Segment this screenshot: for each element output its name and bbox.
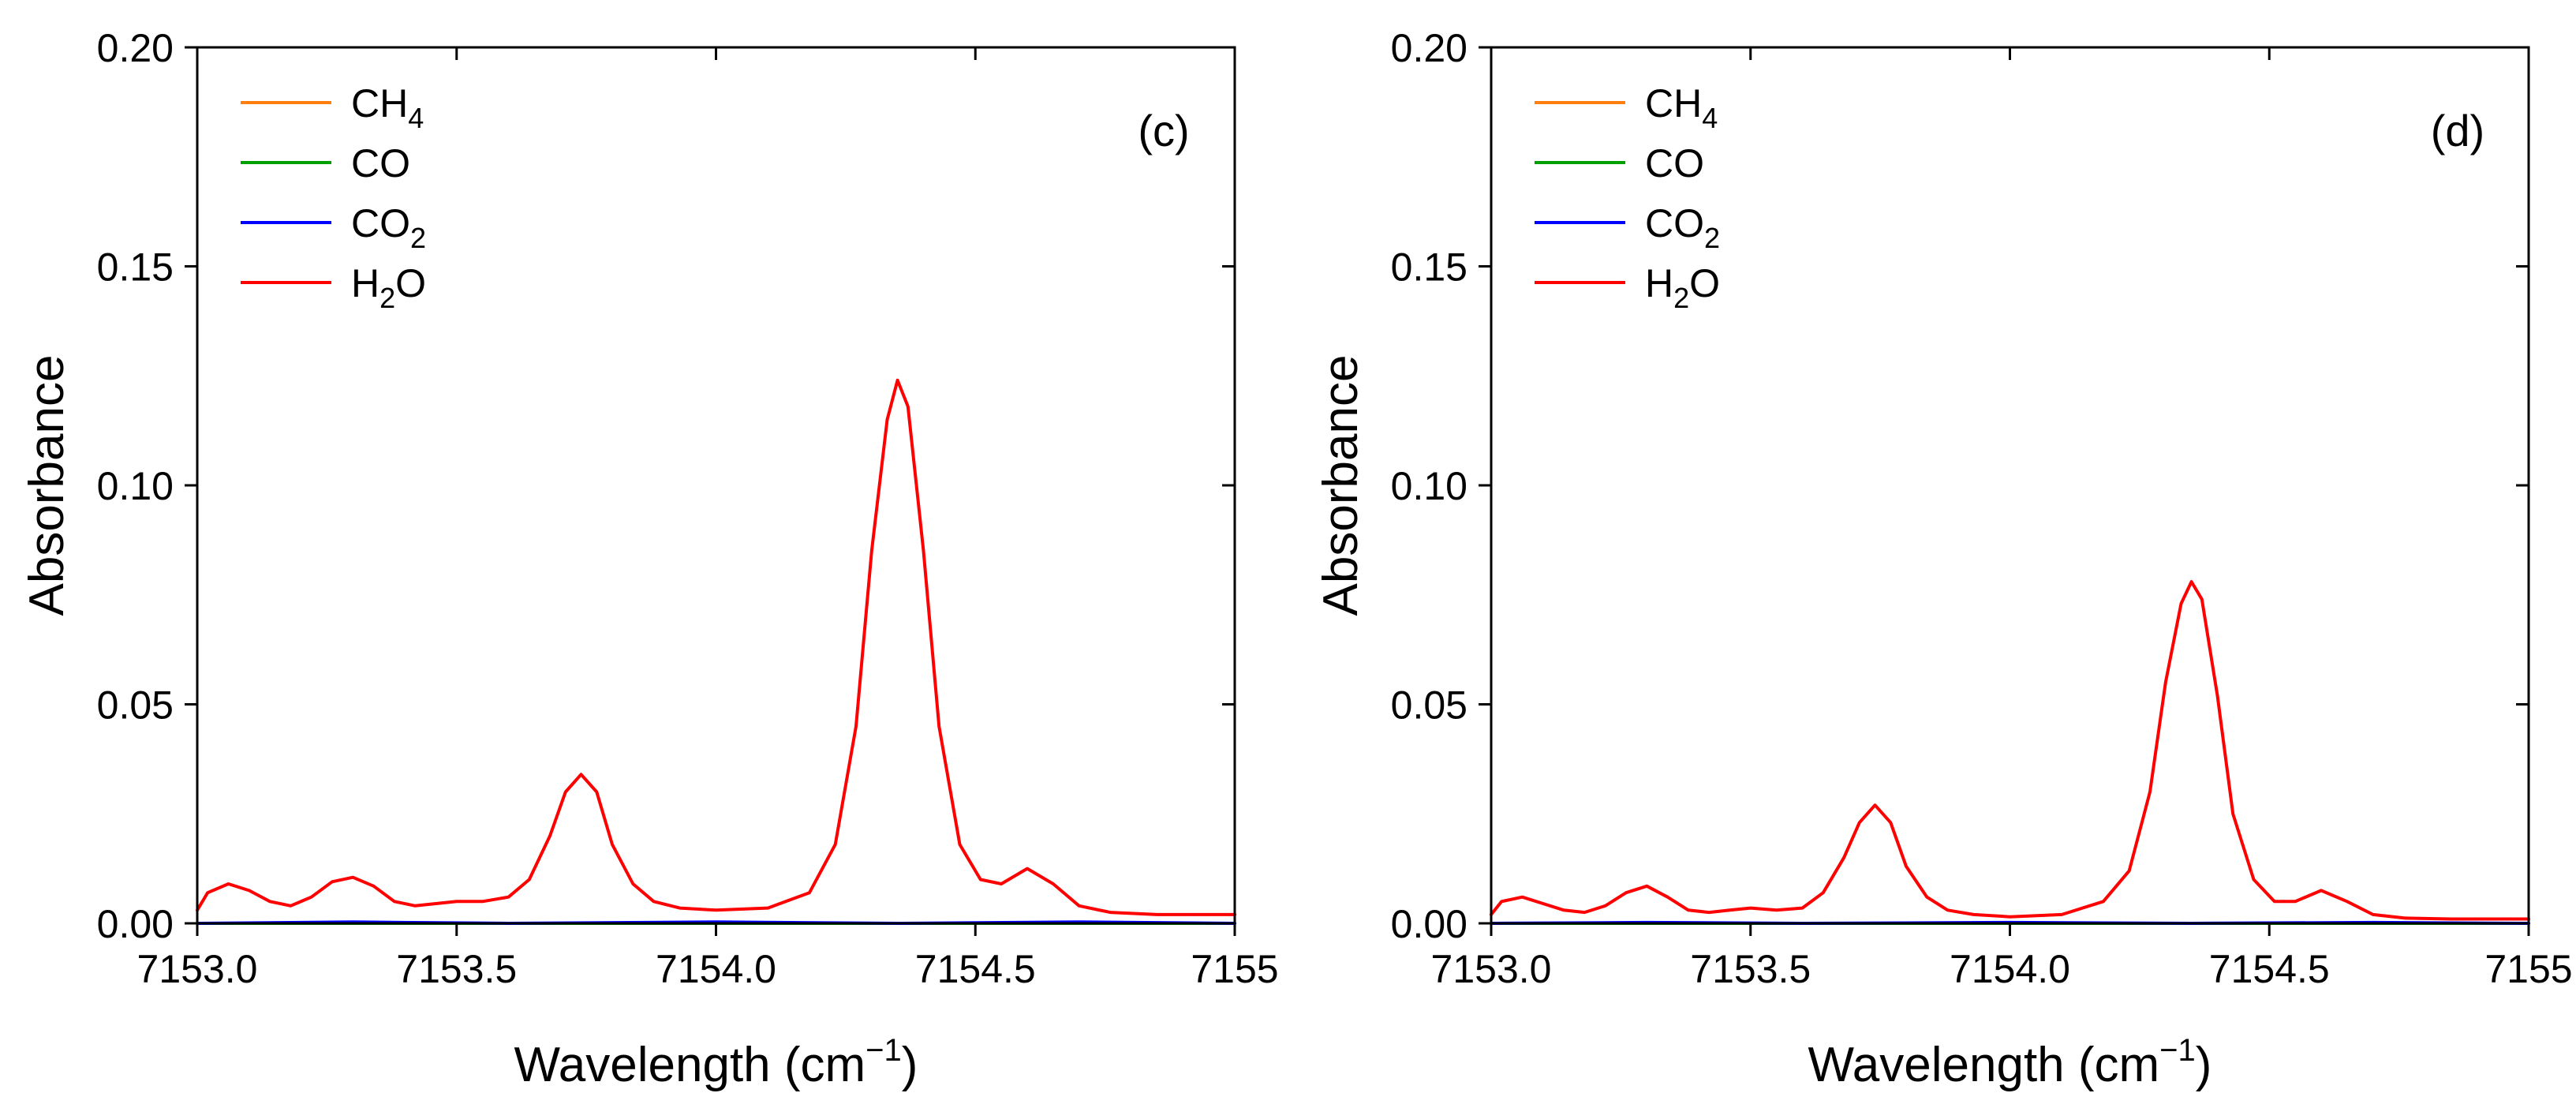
y-tick-label: 0.20	[97, 26, 174, 70]
x-tick-label: 7153.5	[396, 947, 517, 991]
series-line-h2o	[1490, 580, 2530, 921]
legend-label: CO	[1645, 141, 1704, 185]
y-tick-label: 0.15	[1391, 245, 1467, 290]
x-axis-title: Wavelength (cm−1)	[1808, 1033, 2212, 1092]
legend-label: CO	[351, 141, 410, 185]
series-line-co2	[196, 920, 1236, 925]
y-axis-title: Absorbance	[1314, 355, 1368, 616]
x-tick-label: 7153.0	[137, 947, 258, 991]
legend-label: CO2	[351, 201, 426, 254]
legend-label: CH4	[351, 81, 424, 134]
chart-panel-d: 7153.0 7153.5 7154.0 7154.5 7155 0.00 0.05 0.10…	[1314, 26, 2573, 1092]
y-axis-title: Absorbance	[20, 355, 74, 616]
chart-panel-c: 7153.0 7153.5 7154.0 7154.5 7155 0.00 0.05 0.10…	[20, 26, 1279, 1092]
x-tick-label: 7154.0	[1950, 947, 2070, 991]
x-tick-label: 7153.5	[1690, 947, 1811, 991]
x-tick-label: 7155	[1191, 947, 1278, 991]
legend-label: CO2	[1645, 201, 1720, 254]
panel-label: (d)	[2431, 106, 2484, 155]
panel-label: (c)	[1138, 106, 1189, 155]
x-tick-label: 7153.0	[1431, 947, 1552, 991]
x-tick-label: 7155	[2484, 947, 2572, 991]
y-tick-label: 0.20	[1391, 26, 1467, 70]
legend-label: H2O	[1645, 261, 1720, 314]
y-tick-label: 0.05	[1391, 683, 1467, 728]
x-tick-label: 7154.5	[915, 947, 1036, 991]
x-axis-title: Wavelength (cm−1)	[514, 1033, 918, 1092]
x-tick-label: 7154.0	[656, 947, 776, 991]
y-tick-label: 0.00	[97, 902, 174, 946]
y-tick-label: 0.00	[1391, 902, 1467, 946]
legend-label: H2O	[351, 261, 426, 314]
series-line-h2o	[196, 378, 1236, 916]
legend-label: CH4	[1645, 81, 1718, 134]
y-tick-label: 0.10	[97, 464, 174, 508]
y-tick-label: 0.05	[97, 683, 174, 728]
y-tick-label: 0.15	[97, 245, 174, 290]
x-tick-label: 7154.5	[2209, 947, 2330, 991]
y-tick-label: 0.10	[1391, 464, 1467, 508]
